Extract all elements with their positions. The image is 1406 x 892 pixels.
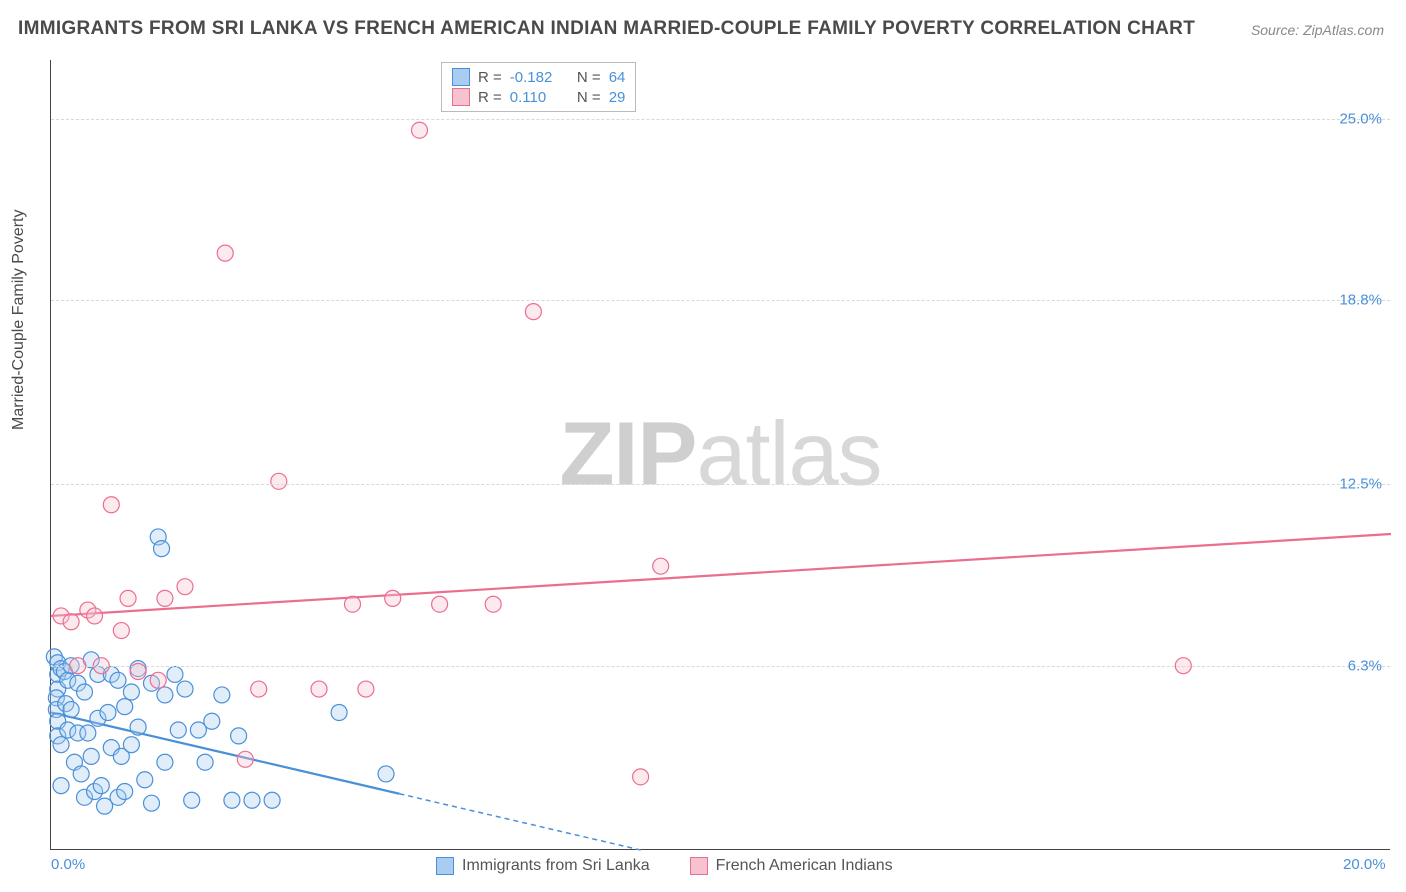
trend-line — [51, 534, 1391, 616]
data-point — [331, 704, 347, 720]
data-point — [204, 713, 220, 729]
legend-swatch — [690, 857, 708, 875]
data-point — [184, 792, 200, 808]
data-point — [150, 672, 166, 688]
data-point — [217, 245, 233, 261]
data-point — [633, 769, 649, 785]
source-label: Source: ZipAtlas.com — [1251, 22, 1384, 38]
data-point — [123, 684, 139, 700]
data-point — [157, 687, 173, 703]
chart-container: IMMIGRANTS FROM SRI LANKA VS FRENCH AMER… — [0, 0, 1406, 892]
legend-series-label: Immigrants from Sri Lanka — [462, 857, 650, 875]
data-point — [73, 766, 89, 782]
data-point — [157, 754, 173, 770]
data-point — [53, 737, 69, 753]
data-point — [100, 704, 116, 720]
data-point — [154, 541, 170, 557]
data-point — [264, 792, 280, 808]
legend-series: Immigrants from Sri Lanka French American… — [436, 857, 893, 875]
legend-series-label: French American Indians — [716, 857, 893, 875]
data-point — [237, 751, 253, 767]
data-point — [385, 590, 401, 606]
data-point — [412, 122, 428, 138]
data-point — [130, 719, 146, 735]
x-tick-label: 20.0% — [1343, 856, 1386, 873]
data-point — [120, 590, 136, 606]
data-point — [83, 748, 99, 764]
data-point — [80, 725, 96, 741]
trend-line-dashed — [399, 794, 640, 850]
gridline — [51, 666, 1390, 667]
data-point — [224, 792, 240, 808]
data-point — [432, 596, 448, 612]
legend-swatch — [436, 857, 454, 875]
data-point — [157, 590, 173, 606]
data-point — [231, 728, 247, 744]
data-point — [214, 687, 230, 703]
legend-series-item: French American Indians — [690, 857, 893, 875]
data-point — [244, 792, 260, 808]
y-tick-label: 12.5% — [1339, 476, 1382, 493]
x-tick-label: 0.0% — [51, 856, 85, 873]
legend-series-item: Immigrants from Sri Lanka — [436, 857, 650, 875]
data-point — [113, 623, 129, 639]
data-point — [93, 778, 109, 794]
data-point — [311, 681, 327, 697]
data-point — [251, 681, 267, 697]
plot-svg — [51, 60, 1390, 849]
gridline — [51, 119, 1390, 120]
y-axis-label: Married-Couple Family Poverty — [10, 209, 28, 430]
data-point — [144, 795, 160, 811]
data-point — [77, 684, 93, 700]
data-point — [167, 666, 183, 682]
y-tick-label: 18.8% — [1339, 291, 1382, 308]
data-point — [271, 473, 287, 489]
data-point — [525, 304, 541, 320]
plot-area: ZIPatlas R =-0.182 N =64R =0.110 N =29 I… — [50, 60, 1390, 850]
gridline — [51, 300, 1390, 301]
gridline — [51, 484, 1390, 485]
data-point — [63, 702, 79, 718]
data-point — [103, 497, 119, 513]
data-point — [345, 596, 361, 612]
data-point — [177, 681, 193, 697]
data-point — [87, 608, 103, 624]
data-point — [485, 596, 501, 612]
data-point — [653, 558, 669, 574]
data-point — [110, 672, 126, 688]
data-point — [197, 754, 213, 770]
data-point — [63, 614, 79, 630]
y-tick-label: 25.0% — [1339, 110, 1382, 127]
data-point — [117, 783, 133, 799]
data-point — [137, 772, 153, 788]
chart-title: IMMIGRANTS FROM SRI LANKA VS FRENCH AMER… — [18, 18, 1195, 40]
data-point — [378, 766, 394, 782]
y-tick-label: 6.3% — [1348, 657, 1382, 674]
data-point — [177, 579, 193, 595]
data-point — [123, 737, 139, 753]
data-point — [117, 699, 133, 715]
data-point — [53, 778, 69, 794]
data-point — [358, 681, 374, 697]
data-point — [170, 722, 186, 738]
